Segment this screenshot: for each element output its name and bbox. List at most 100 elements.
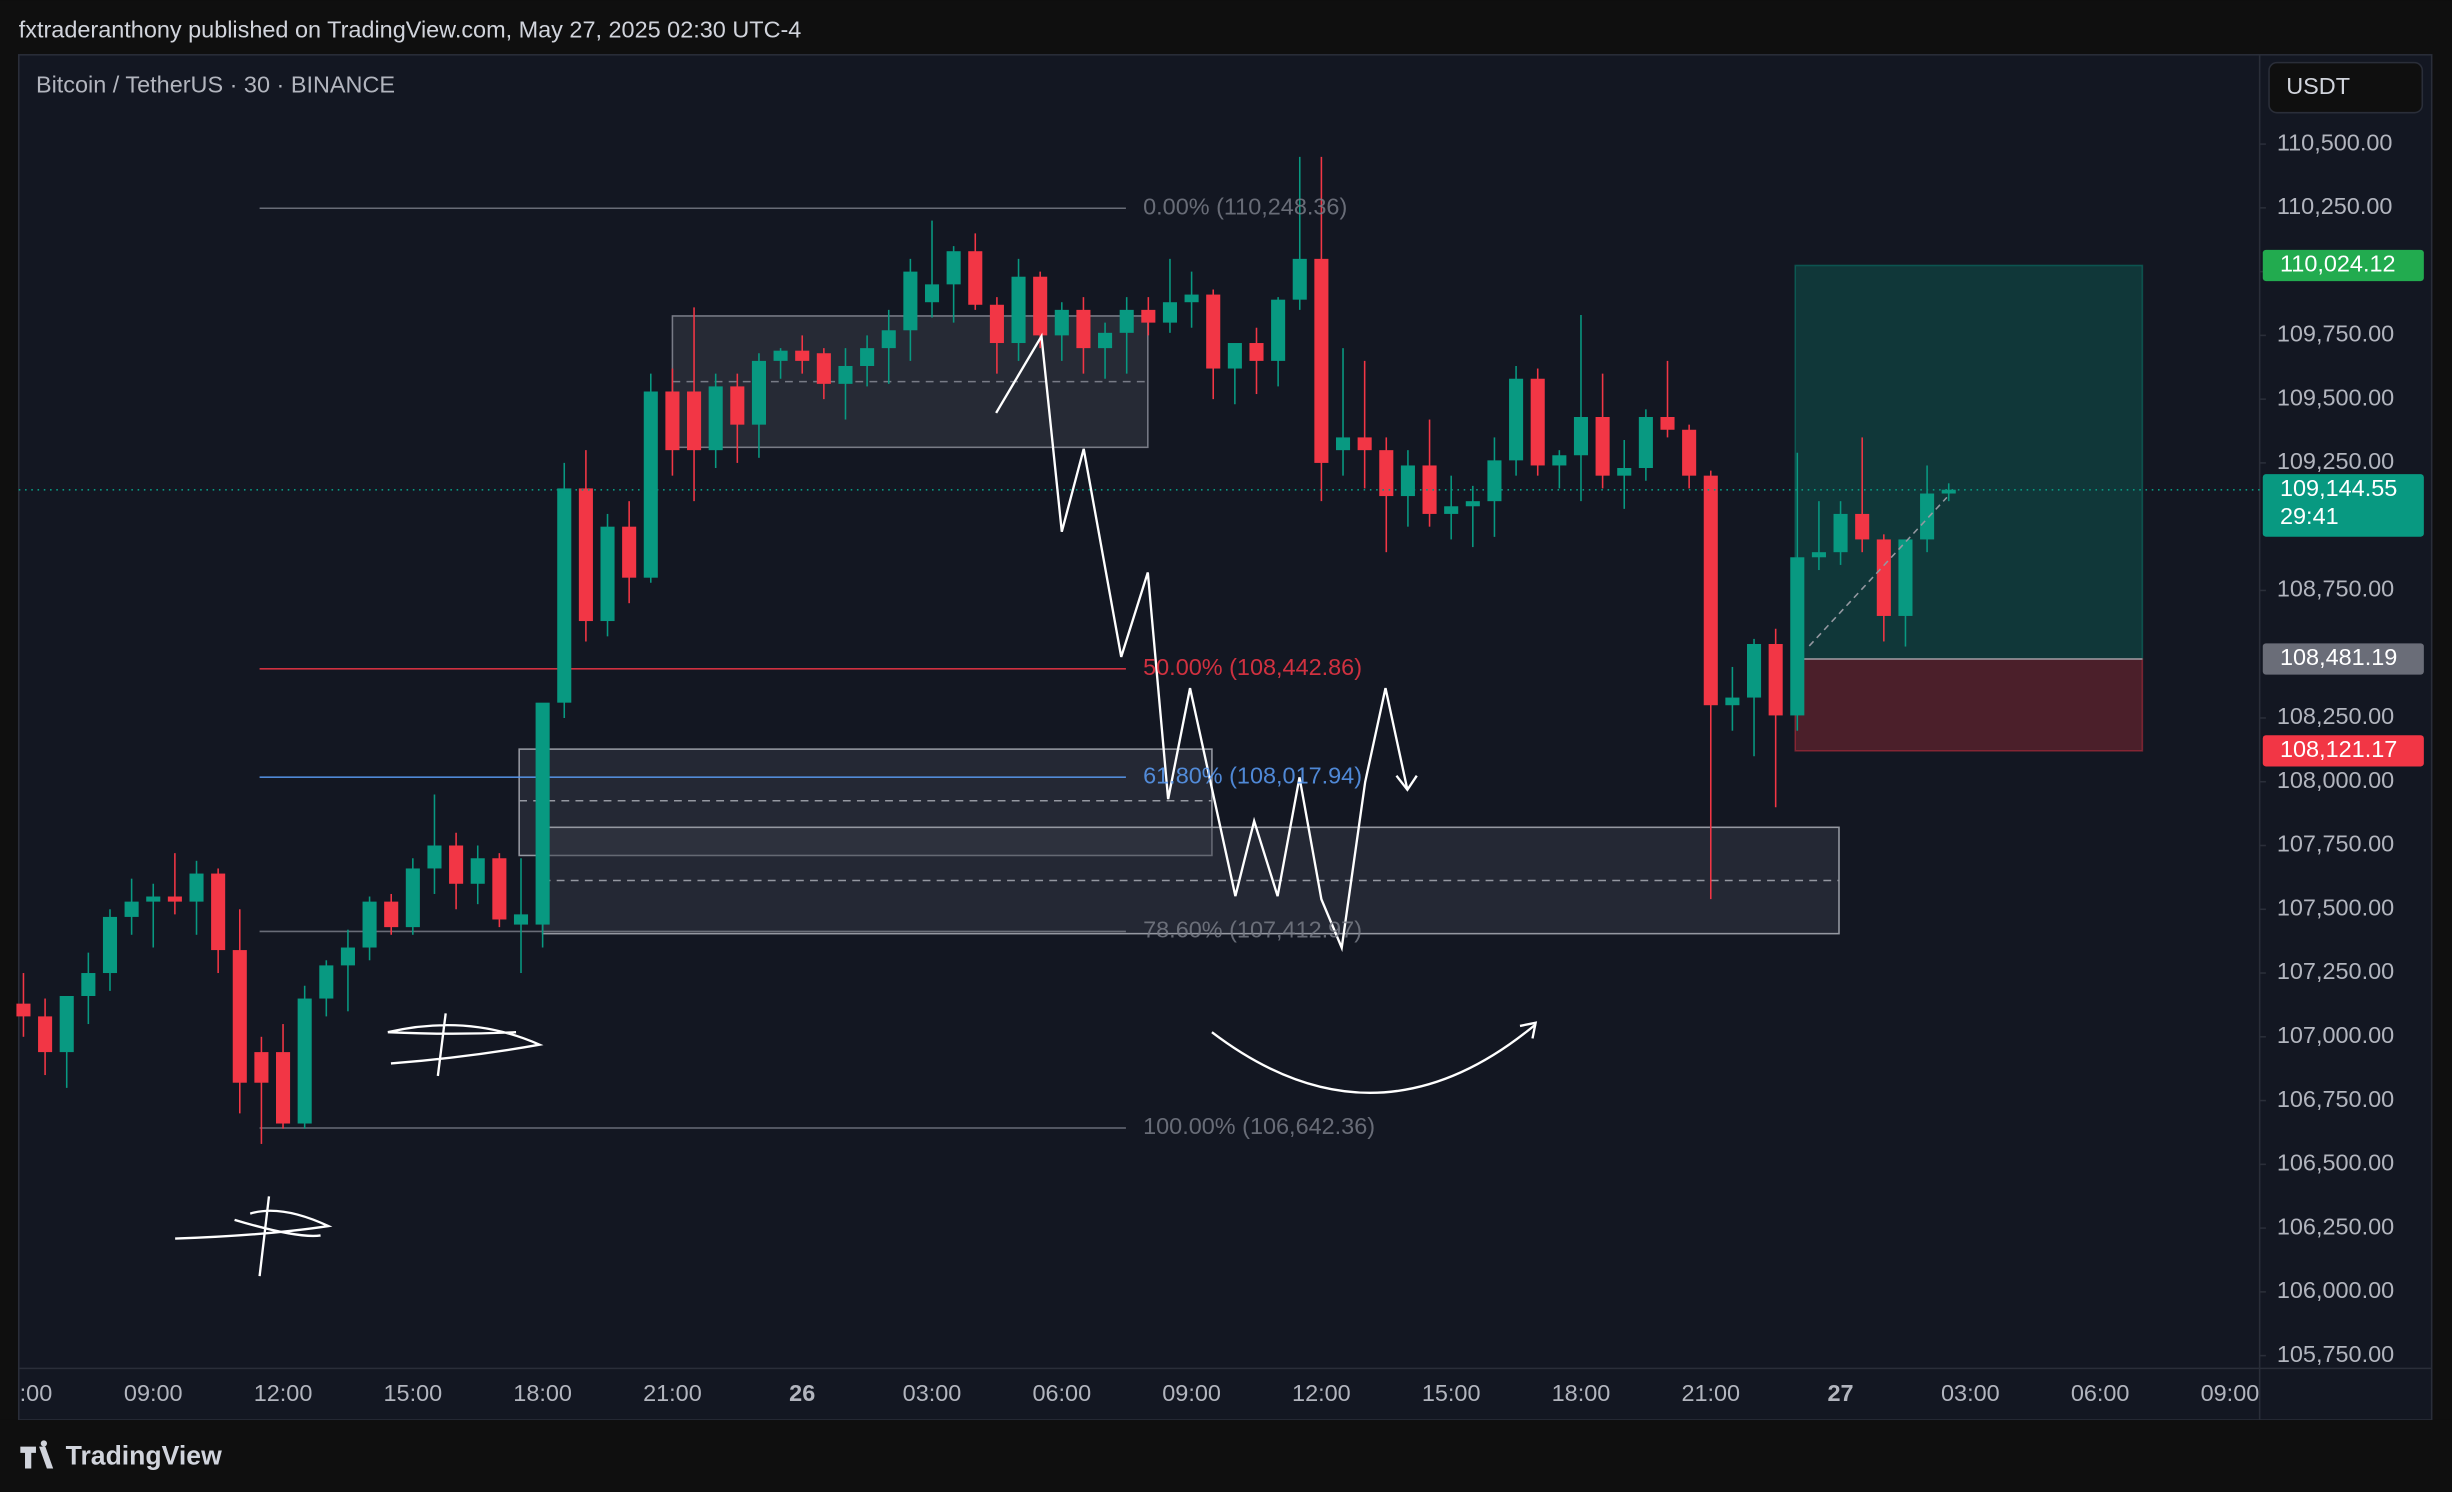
candle-body [405,868,420,928]
candle-body [1465,501,1480,507]
candle-body [1119,309,1134,333]
price-label-bg [2262,643,2424,675]
candle-body [1076,309,1091,349]
plot [16,156,2260,1144]
candle-body [492,858,507,920]
candle-body [816,353,831,384]
x-tick-label: 21:00 [1681,1380,1740,1406]
candle-body [1682,429,1697,476]
currency-button[interactable] [2268,61,2424,114]
candle-body [1746,644,1762,698]
price-label: 108,481.19 [2280,644,2397,670]
candle-body [1487,460,1502,502]
candle-body [1660,416,1675,430]
bar-countdown: 29:41 [2280,503,2339,529]
price-label-bg [2262,474,2424,537]
candle-body [1595,416,1610,476]
candle-body [1617,468,1632,476]
x-tick-label: 15:00 [384,1380,443,1406]
candle-body [1552,455,1567,466]
y-tick-label: 109,500.00 [2277,384,2394,410]
candle-body [600,526,615,622]
fib-label: 78.60% (107,412.97) [1143,917,1362,943]
candle-body [362,901,377,948]
candle-body [1855,513,1870,540]
tv-logo-icon [20,1440,54,1469]
candle-body [708,386,723,451]
candle-body [470,858,485,884]
candle-body [232,950,247,1083]
x-tick-label: 09:00 [1162,1380,1221,1406]
position-path [1808,496,1948,647]
dollar-scribble [387,1013,544,1077]
candle-body [211,873,226,951]
candle-body [860,348,875,366]
arrow-head [1395,774,1418,792]
candle-body [622,526,637,578]
y-tick-label: 105,750.00 [2277,1341,2394,1367]
candle-body [557,488,572,703]
chart-pane [17,54,2433,1421]
price-label: 108,121.17 [2280,736,2397,762]
candle-body [924,284,940,303]
dollar-scribble [175,1196,333,1277]
x-tick-label: 18:00 [513,1380,572,1406]
candle-body [1227,343,1242,369]
fib-label: 61.80% (108,017.94) [1143,762,1362,788]
candle-body [167,896,182,902]
candle-body [384,901,399,928]
candle-body [643,391,658,578]
y-tick-label: 110,500.00 [2277,129,2393,155]
fib-label: 50.00% (108,442.86) [1143,654,1362,680]
y-tick-label: 109,250.00 [2277,448,2394,474]
symbol-title: Bitcoin / TetherUS · 30 · BINANCE [36,71,395,97]
candle-body [449,845,464,884]
publish-header: fxtraderanthony published on TradingView… [19,17,802,43]
target-zone [1794,264,2144,660]
candle-body [1206,294,1221,369]
candle-body [254,1052,269,1083]
candle-body [1314,258,1329,463]
candle-body [1335,437,1351,451]
candle-body [1184,294,1199,303]
x-tick-label: :00 [20,1380,53,1406]
tv-brand: TradingView [66,1441,222,1471]
candle-body [38,1016,53,1053]
y-tick-label: 106,250.00 [2277,1213,2394,1239]
candle-body [427,845,442,869]
price-label: 109,144.55 [2280,475,2397,501]
candle-body [1833,513,1848,553]
candle-body [730,386,745,425]
y-tick-label: 106,750.00 [2277,1086,2394,1112]
candle-body [513,914,529,925]
y-tick-label: 106,500.00 [2277,1150,2394,1176]
candle-body [1292,258,1307,300]
candle-body [946,251,961,285]
candle-body [535,702,550,925]
fib-label: 100.00% (106,642.36) [1143,1113,1375,1139]
candle-body [1054,309,1069,336]
candle-body [665,391,680,451]
candle-body [16,1003,31,1017]
candle-body [189,873,204,902]
fib-label: 0.00% (110,248.36) [1143,193,1347,219]
candle-body [1033,276,1048,336]
x-tick-label: 26 [789,1380,815,1406]
currency-label[interactable]: USDT [2286,73,2350,99]
footer [0,1419,2452,1492]
candle-body [989,304,1004,344]
projection-zigzag [995,332,1409,953]
candle-body [340,947,355,966]
candle-body [59,995,74,1053]
candle-body [1898,539,1913,616]
candle-body [319,965,334,999]
y-tick-label: 108,250.00 [2277,703,2394,729]
price-label: 110,024.12 [2280,251,2396,277]
x-tick-label: 03:00 [903,1380,962,1406]
candle-body [687,391,702,451]
candle-body [1638,416,1653,469]
candle-body [1422,465,1437,514]
candle-body [773,350,788,361]
candle-body [578,488,593,622]
